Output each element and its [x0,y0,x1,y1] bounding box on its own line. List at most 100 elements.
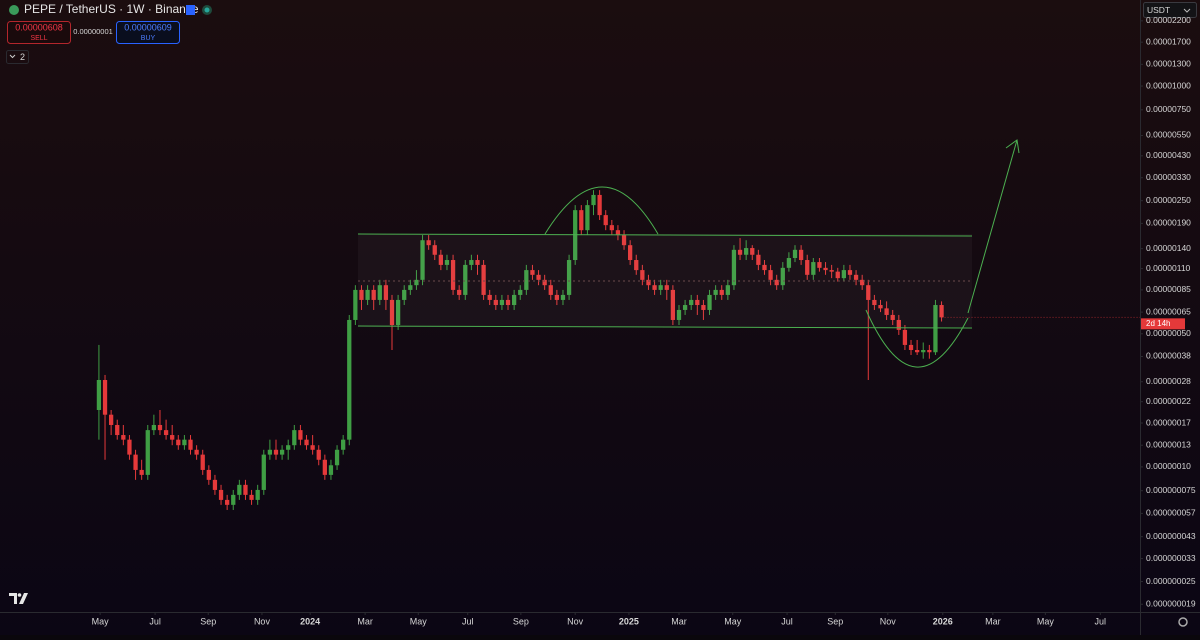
x-tick-label: Jul [1095,616,1107,626]
candle-body [121,435,126,440]
candle-body [792,249,798,259]
y-tick-label: 0.00000110 [1146,263,1191,273]
y-tick-label: 0.00000140 [1146,243,1191,253]
candle-body [744,248,749,255]
candle-body [682,305,688,310]
y-tick-label: 0.00000010 [1146,461,1191,471]
candle-body [347,319,352,440]
candle-body [249,494,254,500]
indicators-toggle[interactable]: 2 [6,50,29,64]
sell-box[interactable] [7,21,71,44]
x-tick-label: Nov [567,616,584,626]
y-tick-label: 0.00001300 [1146,59,1191,69]
x-tick-label: May [410,616,428,626]
buy-button[interactable]: 0.00000609 BUY [116,21,180,44]
currency-select[interactable]: USDT [1143,2,1197,18]
candle-body [823,267,828,271]
sell-price[interactable]: 0.00000608 [15,22,63,32]
candle-body [634,260,639,271]
candle-body [524,270,529,290]
candle-body [878,305,883,309]
candle-body [817,262,822,268]
candle-body [774,279,779,286]
candle-body [395,299,401,326]
candle-body [426,240,431,246]
candle-body [188,439,193,450]
candle-body [139,469,144,475]
indicator-count[interactable]: 2 [20,52,25,62]
candle-body [475,260,480,265]
candle-body [908,344,914,351]
buy-label[interactable]: BUY [141,35,156,42]
candle-body [499,299,505,306]
candle-body [359,289,364,300]
status-dot [204,7,210,13]
x-tick-label: May [724,616,742,626]
candle-body [194,449,199,455]
x-tick-label: May [1037,616,1055,626]
logo [9,593,28,604]
y-tick-label: 0.00000330 [1146,172,1191,182]
x-tick-label: 2024 [300,616,320,626]
candle-body [231,494,236,505]
chart-title: PEPE / TetherUS · 1W · Binance [24,2,199,16]
candle-body [866,285,871,300]
y-tick-label: 0.000000043 [1146,531,1196,541]
y-tick-label: 0.00000022 [1146,396,1191,406]
spread: 0.00000001 [73,27,113,36]
candle-body [658,285,663,290]
currency-chevron[interactable] [1183,8,1191,13]
y-tick-label: 0.00000050 [1146,328,1191,338]
flag-icon [186,5,195,15]
x-tick-label: 2026 [933,616,953,626]
candle-body [371,289,376,300]
candle-body [341,439,346,450]
candle-body [151,424,157,431]
buy-price[interactable]: 0.00000609 [124,22,172,32]
range-top-line [357,233,973,237]
settings[interactable] [1178,617,1188,627]
candle-body [768,270,773,280]
candle-body [896,319,901,330]
candle-body [127,439,132,455]
countdown: 2d 14h [1146,319,1170,328]
candle-body [102,379,108,415]
sell-label[interactable]: SELL [30,35,47,42]
candle-body [676,309,682,320]
x-tick-label: Mar [671,616,687,626]
candle-body [487,294,492,300]
candle-body [762,264,767,271]
candle-body [695,299,700,306]
buy-box[interactable] [116,21,180,44]
indicators-box[interactable] [6,50,29,64]
candle-body [450,260,456,290]
plot [96,190,944,510]
candle-body [621,235,627,246]
y-tick-label: 0.00001000 [1146,80,1191,90]
candle-body [218,489,224,500]
y-tick-label: 0.00000038 [1146,351,1191,361]
candle-body [408,285,413,290]
y-tick-label: 0.00000013 [1146,439,1191,449]
currency-box[interactable] [1143,2,1197,18]
candle-body [646,279,651,286]
candle-body [292,430,297,446]
candle-body [548,285,553,295]
candle-body [322,459,327,475]
y-tick-label: 0.00000190 [1146,218,1191,228]
candle-body [176,439,181,446]
y-tick-label: 0.000000075 [1146,485,1196,495]
candle-body [914,350,920,353]
candle-body [805,260,810,275]
candle-body [670,289,676,320]
sell-button[interactable]: 0.00000608 SELL [7,21,71,44]
candle-body [811,262,816,275]
settings-gear[interactable] [1178,617,1188,627]
y-tick-label: 0.00000017 [1146,417,1191,427]
candle-body [835,271,840,279]
chevron[interactable] [9,54,16,59]
candle-body [841,270,846,279]
currency[interactable]: USDT [1147,5,1170,15]
x-tick-label: Nov [880,616,897,626]
